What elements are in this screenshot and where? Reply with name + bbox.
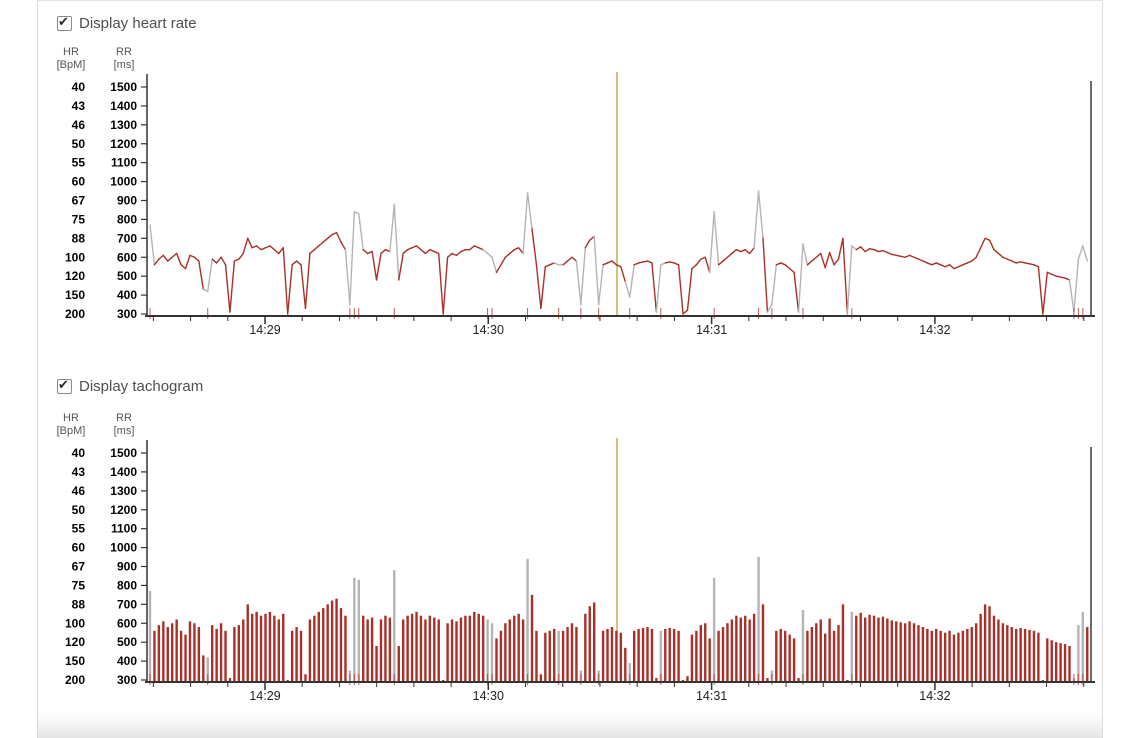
svg-text:1200: 1200 <box>110 503 137 517</box>
svg-text:900: 900 <box>117 194 137 208</box>
svg-text:100: 100 <box>65 250 85 264</box>
svg-text:50: 50 <box>72 137 86 151</box>
svg-text:1300: 1300 <box>110 118 137 132</box>
svg-text:1000: 1000 <box>110 175 137 189</box>
svg-text:60: 60 <box>72 175 86 189</box>
svg-text:43: 43 <box>72 465 86 479</box>
display-heart-rate-label: Display heart rate <box>79 15 197 32</box>
svg-text:1400: 1400 <box>110 99 137 113</box>
display-heart-rate-checkbox[interactable] <box>57 14 72 31</box>
svg-text:500: 500 <box>117 269 137 283</box>
svg-text:67: 67 <box>72 560 86 574</box>
svg-text:600: 600 <box>117 616 137 630</box>
svg-text:800: 800 <box>117 212 137 226</box>
svg-text:40: 40 <box>72 80 86 94</box>
svg-text:1000: 1000 <box>110 541 137 555</box>
svg-text:1500: 1500 <box>110 80 137 94</box>
svg-text:200: 200 <box>65 673 85 687</box>
svg-text:88: 88 <box>72 231 86 245</box>
svg-text:RR: RR <box>116 46 132 58</box>
display-tachogram-label: Display tachogram <box>79 378 204 395</box>
svg-text:1100: 1100 <box>111 156 137 170</box>
svg-text:46: 46 <box>72 484 86 498</box>
svg-text:700: 700 <box>117 231 137 245</box>
svg-text:14:29: 14:29 <box>249 689 280 703</box>
svg-text:RR: RR <box>116 412 132 424</box>
svg-text:14:29: 14:29 <box>249 323 280 337</box>
svg-text:1100: 1100 <box>111 522 137 536</box>
svg-text:150: 150 <box>65 654 85 668</box>
svg-text:500: 500 <box>117 635 137 649</box>
svg-text:400: 400 <box>117 288 137 302</box>
svg-text:14:30: 14:30 <box>473 689 504 703</box>
svg-text:700: 700 <box>117 597 137 611</box>
svg-text:120: 120 <box>65 269 85 283</box>
svg-text:HR: HR <box>63 412 79 424</box>
svg-text:50: 50 <box>72 503 86 517</box>
svg-text:900: 900 <box>117 560 137 574</box>
svg-text:1300: 1300 <box>110 484 137 498</box>
svg-text:200: 200 <box>65 307 85 321</box>
svg-text:55: 55 <box>72 522 86 536</box>
svg-text:1400: 1400 <box>110 465 137 479</box>
svg-text:[BpM]: [BpM] <box>57 59 86 71</box>
svg-text:[ms]: [ms] <box>114 59 135 71</box>
svg-text:300: 300 <box>117 673 137 687</box>
hrv-analysis-panel: Display heart rate HR[BpM]RR[ms]40150043… <box>37 0 1103 738</box>
svg-text:55: 55 <box>72 156 86 170</box>
svg-text:67: 67 <box>72 194 86 208</box>
svg-text:75: 75 <box>72 578 86 592</box>
svg-text:[ms]: [ms] <box>114 425 135 437</box>
svg-text:14:32: 14:32 <box>919 323 950 337</box>
svg-text:43: 43 <box>72 99 86 113</box>
svg-text:100: 100 <box>65 616 85 630</box>
svg-text:14:31: 14:31 <box>696 689 727 703</box>
svg-text:1500: 1500 <box>110 446 137 460</box>
svg-text:120: 120 <box>65 635 85 649</box>
svg-text:150: 150 <box>65 288 85 302</box>
svg-text:46: 46 <box>72 118 86 132</box>
svg-text:400: 400 <box>117 654 137 668</box>
svg-text:14:32: 14:32 <box>919 689 950 703</box>
tachogram-bar-chart[interactable]: HR[BpM] RR[ms] 40 1500 43 1400 46 1300 50 1200 55 1… <box>38 407 1103 712</box>
heart-rate-line-chart[interactable]: HR[BpM] RR[ms] 40 1500 43 1400 46 1300 50 1200 55 1… <box>38 41 1103 346</box>
svg-text:60: 60 <box>72 541 86 555</box>
svg-text:HR: HR <box>63 46 79 58</box>
display-tachogram-checkbox[interactable] <box>57 377 72 394</box>
svg-text:300: 300 <box>117 307 137 321</box>
svg-text:600: 600 <box>117 250 137 264</box>
svg-text:[BpM]: [BpM] <box>57 425 86 437</box>
svg-text:14:30: 14:30 <box>473 323 504 337</box>
display-heart-rate-checkbox-row[interactable]: Display heart rate <box>57 14 197 32</box>
svg-text:14:31: 14:31 <box>696 323 727 337</box>
svg-text:800: 800 <box>117 578 137 592</box>
svg-text:1200: 1200 <box>110 137 137 151</box>
svg-text:40: 40 <box>72 446 86 460</box>
svg-text:75: 75 <box>72 212 86 226</box>
display-tachogram-checkbox-row[interactable]: Display tachogram <box>57 377 204 395</box>
svg-text:88: 88 <box>72 597 86 611</box>
